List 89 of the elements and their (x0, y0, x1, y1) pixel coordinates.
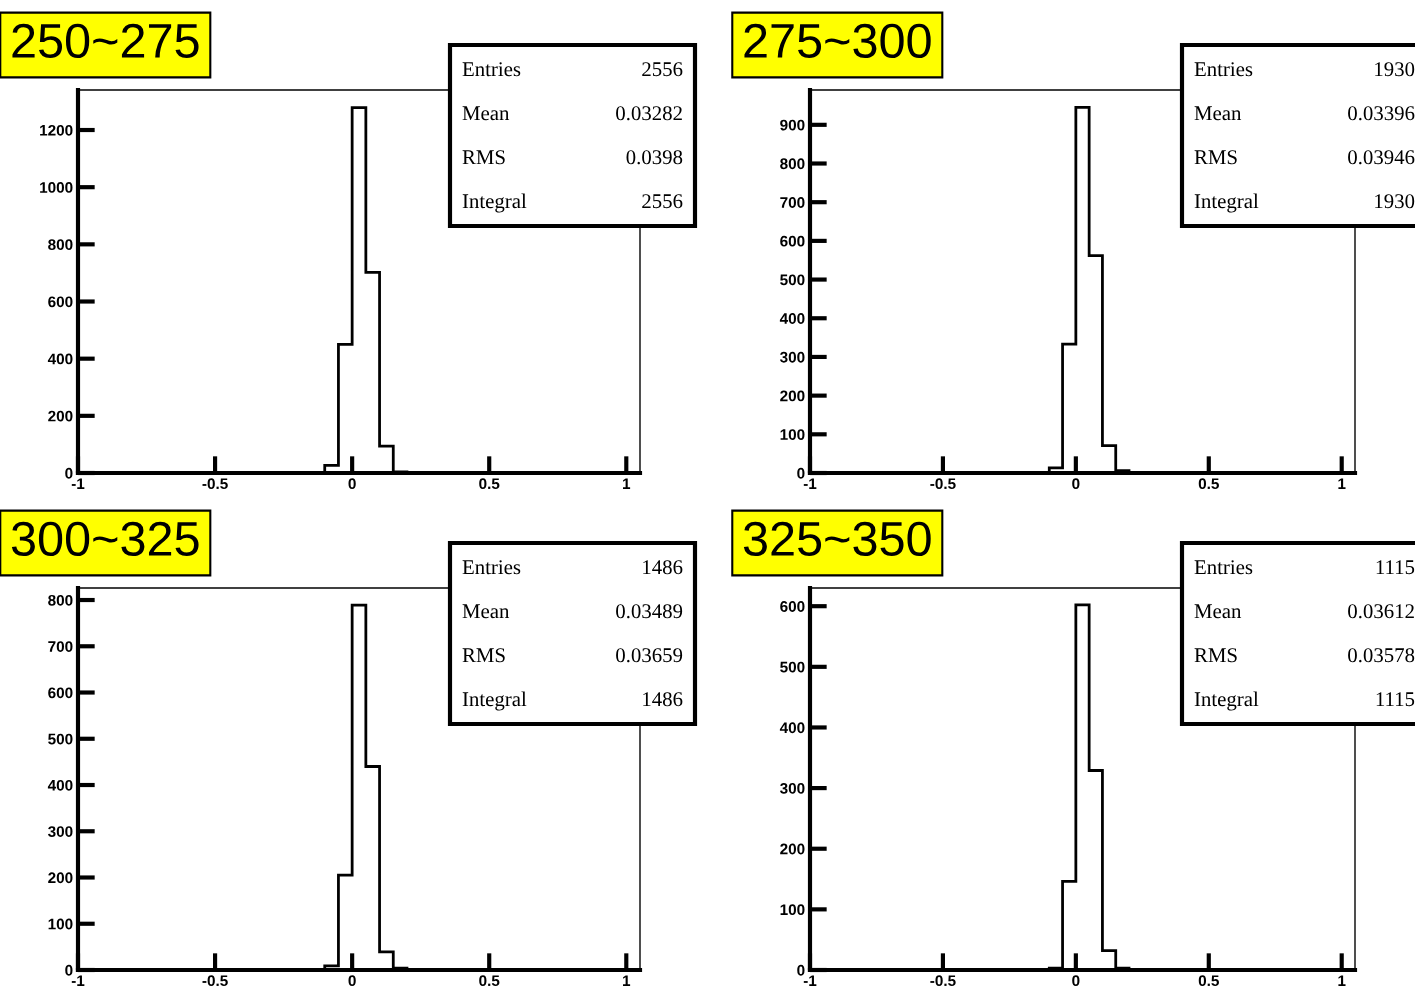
x-tick-label: 0.5 (1198, 478, 1219, 490)
annotation: RMS (1194, 648, 1237, 663)
x-tick-label: 0.5 (479, 478, 500, 490)
text: Entries (1194, 560, 1253, 575)
y-tick-label: 900 (780, 119, 805, 131)
text: Entries (1194, 62, 1253, 77)
y-tick-label: 100 (48, 918, 73, 930)
annotation: Integral (1194, 691, 1259, 711)
y-tick-label: 0 (65, 467, 73, 479)
annotation: Mean (1194, 604, 1242, 619)
y-tick-label: 600 (780, 235, 805, 247)
text: 2556 (642, 62, 683, 77)
text: 1930 (1375, 194, 1415, 209)
annotation: RMS (462, 150, 505, 165)
annotation: 0.03946 (1348, 150, 1415, 165)
annotation: Integral (462, 193, 527, 213)
annotation: 0.03396 (1348, 106, 1415, 121)
annotation: 0.03659 (616, 648, 683, 663)
y-tick-label: 400 (779, 313, 805, 324)
y-tick-label: 800 (48, 239, 73, 251)
annotation: Mean (1194, 106, 1242, 121)
chart-title: 250~275 (12, 23, 199, 59)
x-tick-label: -0.5 (930, 975, 956, 987)
x-tick-label: -1 (803, 975, 817, 986)
y-tick-label: 200 (780, 843, 805, 855)
x-tick-label: -0.5 (930, 478, 956, 490)
annotation: 0.03578 (1348, 648, 1415, 663)
annotation: Integral (462, 691, 527, 711)
text: 1115 (1376, 692, 1415, 707)
x-tick-label: -1 (803, 478, 817, 489)
y-tick-label: 100 (780, 904, 805, 916)
annotation: RMS (1194, 150, 1237, 165)
x-tick-label: 0 (348, 975, 356, 987)
y-tick-label: 200 (48, 410, 73, 422)
annotation: Mean (462, 604, 510, 619)
chart-title: 325~350 (743, 521, 931, 557)
y-tick-label: 1000 (40, 182, 73, 193)
x-tick-label: 0 (1072, 975, 1080, 987)
y-tick-label: 500 (48, 733, 73, 745)
x-tick-label: -1 (71, 478, 85, 489)
annotation: 0.0398 (626, 150, 683, 165)
text: Entries (462, 560, 521, 575)
y-tick-label: 0 (65, 964, 73, 976)
x-tick-label: 1 (1338, 478, 1346, 489)
annotation: 0.03612 (1348, 604, 1414, 619)
y-tick-label: 500 (780, 661, 805, 673)
y-tick-label: 300 (780, 782, 805, 794)
y-tick-label: 600 (48, 296, 73, 308)
annotation: 0.03282 (616, 106, 682, 121)
x-tick-label: 0.5 (479, 975, 500, 987)
x-tick-label: 1 (1338, 975, 1346, 986)
x-tick-label: -1 (71, 975, 85, 986)
text: 1115 (1376, 560, 1415, 575)
x-tick-label: 0 (348, 478, 356, 490)
x-tick-label: -0.5 (202, 975, 228, 987)
y-tick-label: 400 (47, 353, 73, 365)
annotation: Mean (462, 106, 510, 121)
x-tick-label: 1 (623, 478, 631, 489)
x-tick-label: 1 (623, 975, 631, 986)
y-tick-label: 300 (48, 826, 73, 837)
annotation: Integral (1194, 193, 1259, 213)
y-tick-label: 300 (780, 351, 805, 363)
y-tick-label: 400 (779, 722, 805, 734)
y-tick-label: 100 (780, 429, 805, 440)
y-tick-label: 1200 (40, 124, 73, 136)
text: 2556 (642, 194, 683, 209)
annotation: 0.03489 (616, 604, 683, 619)
text: 1486 (643, 560, 683, 575)
y-tick-label: 800 (780, 158, 805, 170)
y-tick-label: 700 (780, 197, 805, 208)
x-tick-label: -0.5 (202, 478, 228, 490)
y-tick-label: 200 (780, 390, 805, 402)
text: Entries (462, 62, 521, 77)
annotation: RMS (462, 648, 505, 663)
y-tick-label: 800 (48, 594, 73, 606)
y-tick-label: 0 (797, 467, 805, 479)
y-tick-label: 600 (780, 601, 805, 612)
chart-title: 300~325 (11, 521, 199, 557)
y-tick-label: 0 (797, 964, 805, 976)
text: 1930 (1375, 62, 1415, 77)
y-tick-label: 500 (780, 274, 805, 286)
x-tick-label: 0 (1072, 478, 1080, 490)
x-tick-label: 0.5 (1198, 975, 1219, 987)
y-tick-label: 600 (48, 687, 73, 699)
y-tick-label: 200 (48, 872, 73, 884)
text: 1486 (643, 692, 683, 707)
y-tick-label: 700 (48, 641, 73, 652)
y-tick-label: 400 (47, 779, 73, 791)
chart-title: 275~300 (744, 23, 931, 59)
